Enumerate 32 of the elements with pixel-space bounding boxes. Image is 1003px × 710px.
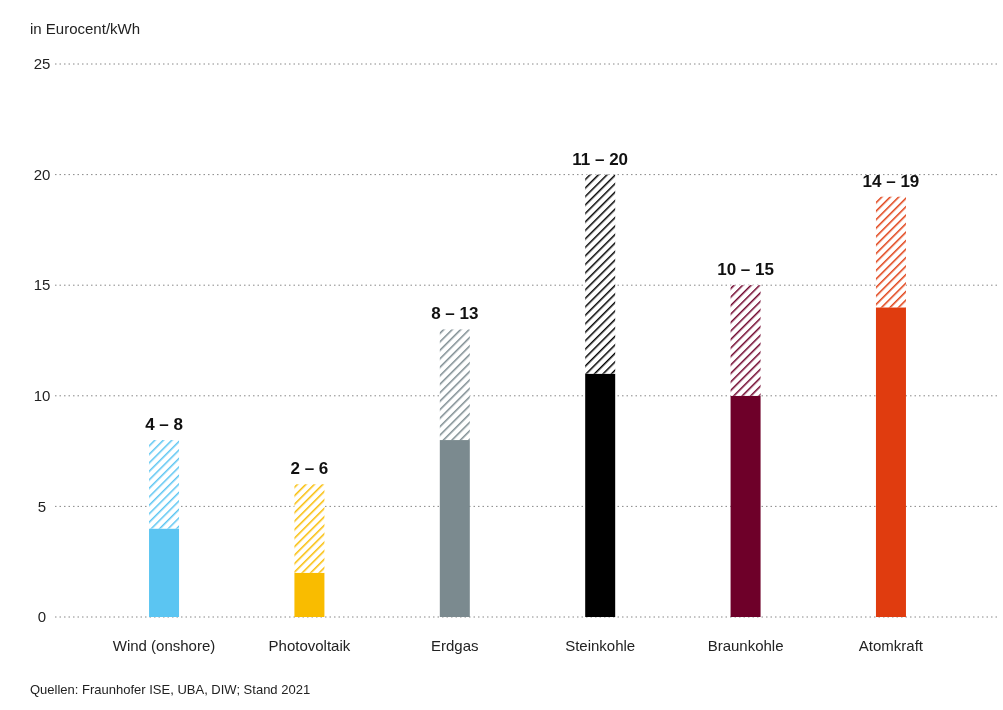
- bar: [294, 572, 325, 617]
- x-tick-label: Atomkraft: [858, 637, 924, 654]
- total-label: 14 – 19: [862, 171, 920, 191]
- bar: [439, 440, 470, 617]
- total-label: 8 – 13: [431, 304, 479, 324]
- total-label: 11 – 20: [572, 149, 629, 169]
- x-tick-label: Wind (onshore): [112, 637, 216, 654]
- x-tick-label: Braunkohle: [707, 637, 784, 654]
- y-tick-label: 0: [37, 608, 47, 626]
- bar: [585, 373, 616, 617]
- x-tick-label: Steinkohle: [565, 637, 636, 654]
- y-tick-label: 15: [33, 276, 51, 294]
- bar: [149, 528, 180, 617]
- y-tick-label: 20: [33, 165, 51, 183]
- x-tick-label: Erdgas: [431, 637, 479, 654]
- bar: [149, 440, 180, 529]
- total-label: 2 – 6: [290, 459, 329, 479]
- y-axis-title: in Eurocent/kWh: [30, 20, 141, 37]
- bar: [875, 307, 906, 617]
- bar: [439, 329, 470, 441]
- x-tick-label: Photovoltaik: [268, 637, 351, 654]
- y-tick-label: 5: [37, 497, 47, 515]
- bar: [730, 285, 761, 396]
- bar: [585, 174, 616, 374]
- source-note: Quellen: Fraunhofer ISE, UBA, DIW; Stand 2021: [30, 682, 311, 697]
- y-tick-label: 10: [33, 387, 51, 405]
- bar: [875, 196, 906, 308]
- total-label: 4 – 8: [145, 415, 183, 435]
- y-tick-label: 25: [33, 55, 51, 73]
- total-label: 10 – 15: [717, 260, 774, 280]
- bar: [730, 395, 761, 617]
- bar: [294, 484, 325, 573]
